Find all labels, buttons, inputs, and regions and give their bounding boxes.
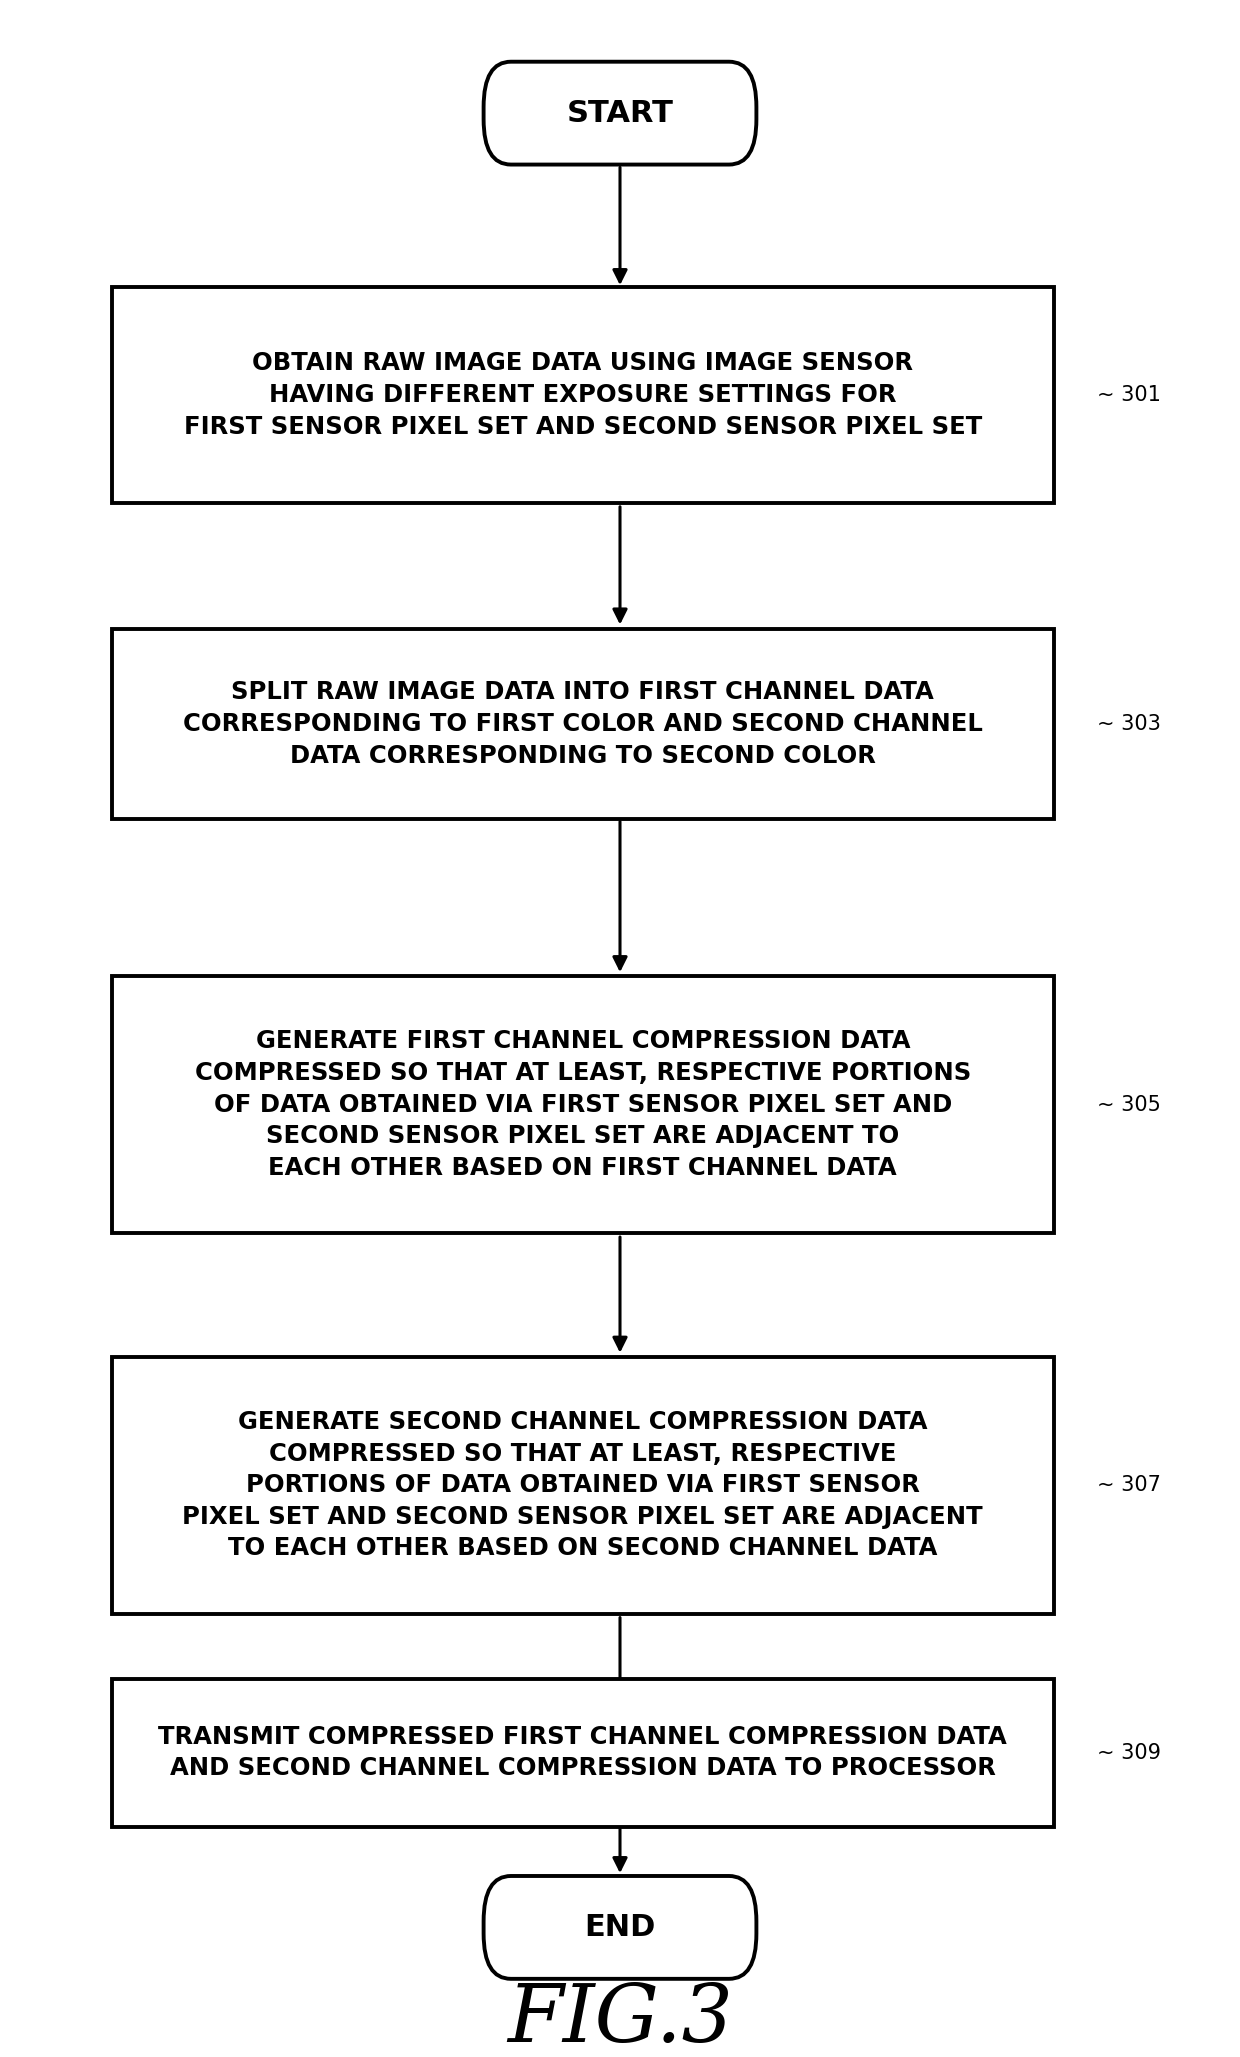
Text: ~ 307: ~ 307 [1097,1475,1162,1495]
Text: START: START [567,99,673,128]
Text: SPLIT RAW IMAGE DATA INTO FIRST CHANNEL DATA
CORRESPONDING TO FIRST COLOR AND SE: SPLIT RAW IMAGE DATA INTO FIRST CHANNEL … [182,681,983,767]
FancyBboxPatch shape [112,629,1054,819]
Text: GENERATE FIRST CHANNEL COMPRESSION DATA
COMPRESSED SO THAT AT LEAST, RESPECTIVE : GENERATE FIRST CHANNEL COMPRESSION DATA … [195,1028,971,1181]
Text: GENERATE SECOND CHANNEL COMPRESSION DATA
COMPRESSED SO THAT AT LEAST, RESPECTIVE: GENERATE SECOND CHANNEL COMPRESSION DATA… [182,1409,983,1561]
Text: END: END [584,1913,656,1942]
Text: ~ 303: ~ 303 [1097,714,1162,734]
Text: OBTAIN RAW IMAGE DATA USING IMAGE SENSOR
HAVING DIFFERENT EXPOSURE SETTINGS FOR
: OBTAIN RAW IMAGE DATA USING IMAGE SENSOR… [184,352,982,438]
Text: ~ 305: ~ 305 [1097,1094,1162,1115]
Text: ~ 309: ~ 309 [1097,1742,1162,1763]
FancyBboxPatch shape [112,977,1054,1232]
FancyBboxPatch shape [112,286,1054,502]
FancyBboxPatch shape [112,1679,1054,1827]
FancyBboxPatch shape [484,1876,756,1979]
Text: FIG.3: FIG.3 [507,1981,733,2057]
FancyBboxPatch shape [484,62,756,165]
Text: ~ 301: ~ 301 [1097,385,1162,405]
FancyBboxPatch shape [112,1358,1054,1613]
Text: TRANSMIT COMPRESSED FIRST CHANNEL COMPRESSION DATA
AND SECOND CHANNEL COMPRESSIO: TRANSMIT COMPRESSED FIRST CHANNEL COMPRE… [159,1724,1007,1781]
